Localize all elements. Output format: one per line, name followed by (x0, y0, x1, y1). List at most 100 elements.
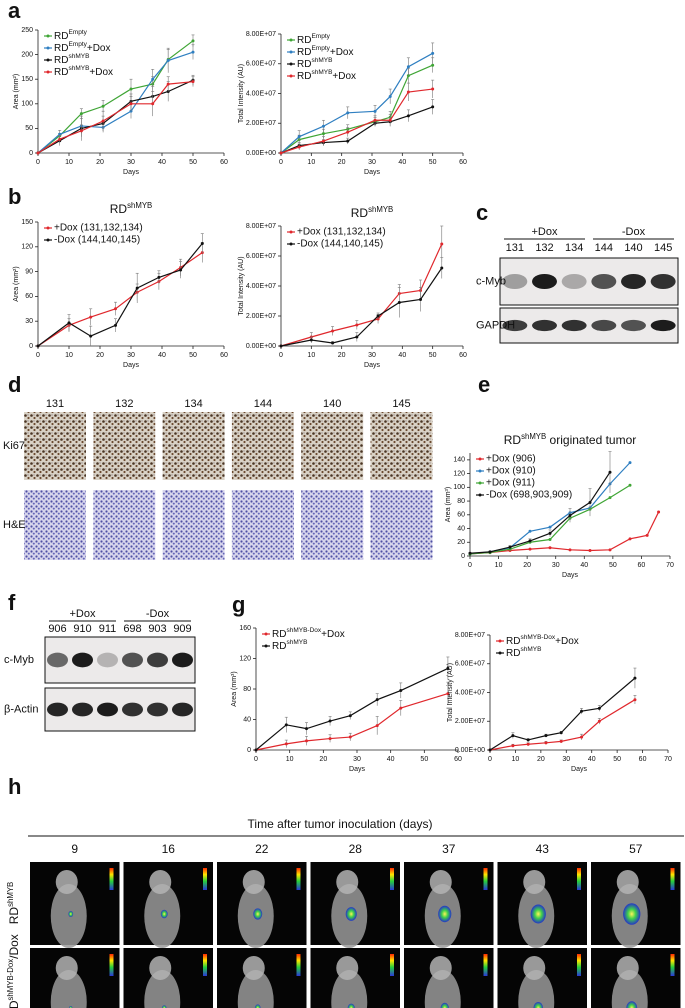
band (591, 319, 617, 332)
x-tick-label: 30 (368, 352, 376, 359)
data-point (191, 80, 195, 84)
legend-marker (478, 469, 482, 473)
signal (347, 1003, 355, 1008)
lane-label: 145 (654, 242, 672, 254)
data-point (191, 50, 195, 54)
chart-title: RDshMYB (110, 201, 152, 216)
legend-label-part: RD (272, 641, 286, 652)
y-tick-label: 160 (239, 625, 251, 632)
panel-label: c (476, 200, 488, 225)
series-line (37, 79, 194, 154)
colorbar (109, 868, 114, 890)
band (502, 319, 528, 332)
row-label: c-Myb (4, 654, 34, 666)
row-label: GAPDH (476, 319, 515, 331)
column-label: 134 (184, 398, 202, 410)
mouse-head (429, 870, 452, 894)
y-axis-label: Total Intensity (AU) (238, 64, 245, 123)
y-tick-label: 40 (457, 525, 465, 532)
x-tick-label: 10 (495, 562, 503, 569)
legend-label: +Dox (910) (486, 466, 536, 477)
data-point (528, 539, 532, 543)
lane-label: 134 (565, 242, 583, 254)
legend-label: RDshMYB (272, 639, 307, 652)
y-tick-label: 120 (453, 470, 465, 477)
band (97, 702, 118, 717)
legend-marker (478, 493, 482, 497)
data-point (548, 531, 552, 535)
legend-label-part: +Dox (321, 629, 345, 640)
signal (623, 903, 641, 925)
y-tick-label: 0.00E+00 (246, 150, 276, 157)
legend-label-part: RD (272, 629, 286, 640)
legend-label: -Dox (698,903,909) (486, 490, 572, 501)
data-point (580, 735, 584, 739)
data-point (375, 698, 379, 702)
y-tick-label: 150 (21, 76, 33, 83)
series-line (489, 699, 636, 751)
data-point (373, 109, 377, 113)
y-tick-label: 140 (453, 457, 465, 464)
x-tick-label: 20 (96, 159, 104, 166)
legend-label-part: Empty (68, 29, 87, 36)
y-tick-label: 60 (25, 293, 33, 300)
x-tick-label: 60 (459, 159, 467, 166)
legend-marker (46, 58, 50, 62)
band (561, 273, 587, 290)
data-point (114, 307, 117, 311)
band (650, 273, 676, 290)
series-line (280, 64, 433, 154)
mouse-head (523, 870, 546, 894)
data-point (544, 734, 548, 738)
data-point (254, 748, 258, 752)
data-point (114, 323, 117, 327)
band (172, 702, 193, 717)
x-axis-label: Days (571, 766, 587, 773)
signal (626, 1001, 638, 1008)
band (591, 273, 617, 290)
x-tick-label: 70 (664, 756, 672, 763)
day-label: 16 (162, 842, 176, 856)
legend-label: RDshMYB+Dox (54, 65, 113, 78)
legend-label: RDEmpty (54, 29, 88, 42)
data-point (406, 65, 410, 69)
x-tick-label: 40 (158, 159, 166, 166)
imaging-title: Time after tumor inoculation (days) (248, 817, 433, 831)
data-point (628, 461, 632, 465)
y-tick-label: 250 (21, 27, 33, 34)
chart: 0.00E+00 2.00E+07 4.00E+07 6.00E+07 8.00E+07… (447, 632, 672, 773)
legend-label-part: shMYB (520, 646, 541, 653)
lane-label: 698 (123, 623, 141, 635)
data-point (279, 151, 283, 155)
legend-label-part: Empty (311, 33, 330, 40)
x-tick-label: 0 (254, 756, 258, 763)
mouse-head (429, 956, 452, 980)
colorbar (483, 868, 488, 890)
data-point (67, 321, 71, 325)
data-point (89, 334, 93, 338)
y-tick-label: 100 (21, 101, 33, 108)
lane-label: 910 (73, 623, 91, 635)
legend-label: RDEmpty+Dox (54, 41, 111, 54)
series-line (469, 511, 660, 555)
data-point (151, 77, 155, 81)
x-tick-label: 50 (613, 756, 621, 763)
row-label: β-Actin (4, 703, 38, 715)
band (172, 652, 193, 668)
y-tick-label: 8.00E+07 (246, 31, 276, 38)
y-tick-label: 0 (29, 343, 33, 350)
panel-label: e (478, 372, 490, 397)
legend-label-part: shMYB (286, 639, 307, 646)
signal (345, 907, 357, 921)
colorbar (483, 954, 488, 976)
x-tick-label: 40 (398, 159, 406, 166)
x-tick-label: 30 (552, 562, 560, 569)
chart-title-part: RD (351, 206, 369, 220)
data-point (346, 139, 350, 143)
data-point (468, 551, 472, 555)
data-point (388, 94, 392, 98)
legend-label-part: RD (54, 31, 68, 42)
legend-marker (46, 226, 50, 230)
data-point (508, 545, 512, 549)
data-point (328, 737, 332, 741)
